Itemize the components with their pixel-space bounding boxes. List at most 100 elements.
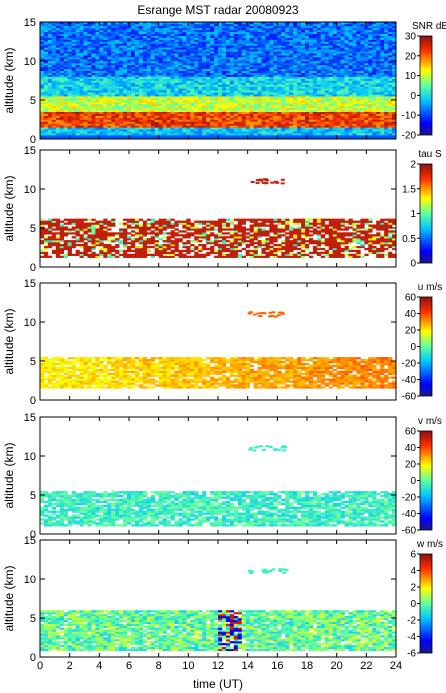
data-cell: [308, 45, 314, 48]
data-cell: [146, 96, 152, 99]
data-cell: [245, 105, 250, 109]
data-cell: [257, 131, 262, 134]
data-cell: [115, 117, 120, 120]
data-cell: [328, 59, 334, 62]
data-cell: [51, 94, 57, 97]
data-cell: [158, 78, 163, 81]
data-cell: [237, 111, 243, 114]
data-cell: [43, 57, 49, 60]
data-cell: [138, 37, 144, 40]
data-cell: [111, 123, 116, 126]
data-cell: [210, 64, 215, 68]
data-cell: [127, 109, 132, 112]
data-cell: [324, 94, 330, 97]
data-cell: [214, 25, 219, 29]
data-cell: [134, 23, 140, 27]
data-cell: [324, 29, 330, 33]
data-cell: [198, 33, 203, 36]
data-cell: [59, 61, 65, 64]
data-cell: [182, 94, 187, 97]
data-cell: [115, 33, 120, 36]
data-cell: [51, 27, 57, 31]
data-cell: [55, 72, 61, 75]
data-cell: [190, 49, 195, 52]
data-cell: [154, 70, 159, 73]
data-cell: [111, 119, 116, 122]
data-cell: [190, 41, 195, 44]
data-cell: [115, 49, 120, 52]
data-cell: [202, 90, 207, 93]
data-cell: [150, 55, 156, 58]
data-cell: [360, 96, 365, 99]
data-cell: [253, 94, 258, 97]
data-cell: [281, 57, 286, 60]
data-cell: [380, 80, 385, 83]
data-cell: [111, 37, 116, 40]
data-cell: [206, 82, 211, 85]
data-cell: [312, 66, 318, 70]
data-cell: [198, 61, 203, 64]
data-cell: [356, 62, 361, 66]
data-cell: [134, 125, 140, 128]
data-cell: [63, 27, 68, 31]
data-cell: [245, 80, 250, 83]
data-cell: [245, 62, 250, 66]
data-cell: [348, 39, 353, 42]
data-cell: [142, 61, 148, 64]
data-cell: [320, 109, 326, 112]
data-cell: [269, 61, 274, 64]
data-cell: [154, 57, 159, 60]
data-cell: [206, 121, 211, 124]
data-cell: [277, 61, 282, 64]
data-cell: [340, 121, 345, 124]
data-cell: [273, 39, 278, 42]
data-cell: [344, 121, 349, 124]
data-cell: [178, 107, 183, 111]
data-cell: [249, 133, 254, 136]
data-cell: [202, 78, 207, 81]
data-cell: [301, 37, 306, 40]
data-cell: [277, 111, 282, 114]
data-cell: [123, 80, 128, 83]
data-cell: [233, 72, 239, 75]
data-cell: [233, 29, 239, 33]
data-cell: [194, 107, 199, 111]
data-cell: [55, 66, 61, 70]
data-cell: [289, 113, 294, 116]
data-cell: [221, 107, 227, 111]
data-cell: [130, 47, 136, 50]
data-cell: [388, 100, 393, 103]
data-cell: [281, 98, 286, 101]
data-cell: [352, 66, 357, 70]
data-cell: [40, 107, 45, 111]
data-cell: [59, 115, 65, 118]
data-cell: [83, 113, 88, 116]
data-cell: [261, 51, 266, 54]
data-cell: [71, 31, 76, 34]
data-cell: [301, 29, 306, 33]
data-cell: [119, 123, 124, 126]
data-cell: [352, 49, 357, 52]
data-cell: [55, 96, 61, 99]
data-cell: [142, 105, 148, 109]
data-cell: [289, 119, 294, 122]
data-cell: [87, 27, 92, 31]
data-cell: [257, 88, 262, 91]
data-cell: [174, 133, 179, 136]
data-cell: [237, 131, 243, 134]
data-cell: [170, 94, 175, 97]
data-cell: [210, 41, 215, 44]
data-cell: [158, 76, 163, 79]
data-cell: [241, 78, 246, 81]
data-cell: [107, 62, 112, 66]
data-cell: [241, 33, 246, 36]
data-cell: [115, 59, 120, 62]
data-cell: [364, 84, 369, 87]
data-cell: [63, 101, 68, 105]
data-cell: [352, 31, 357, 34]
data-cell: [360, 115, 365, 118]
data-cell: [134, 59, 140, 62]
data-cell: [324, 90, 330, 93]
data-cell: [312, 35, 318, 38]
data-cell: [134, 64, 140, 68]
